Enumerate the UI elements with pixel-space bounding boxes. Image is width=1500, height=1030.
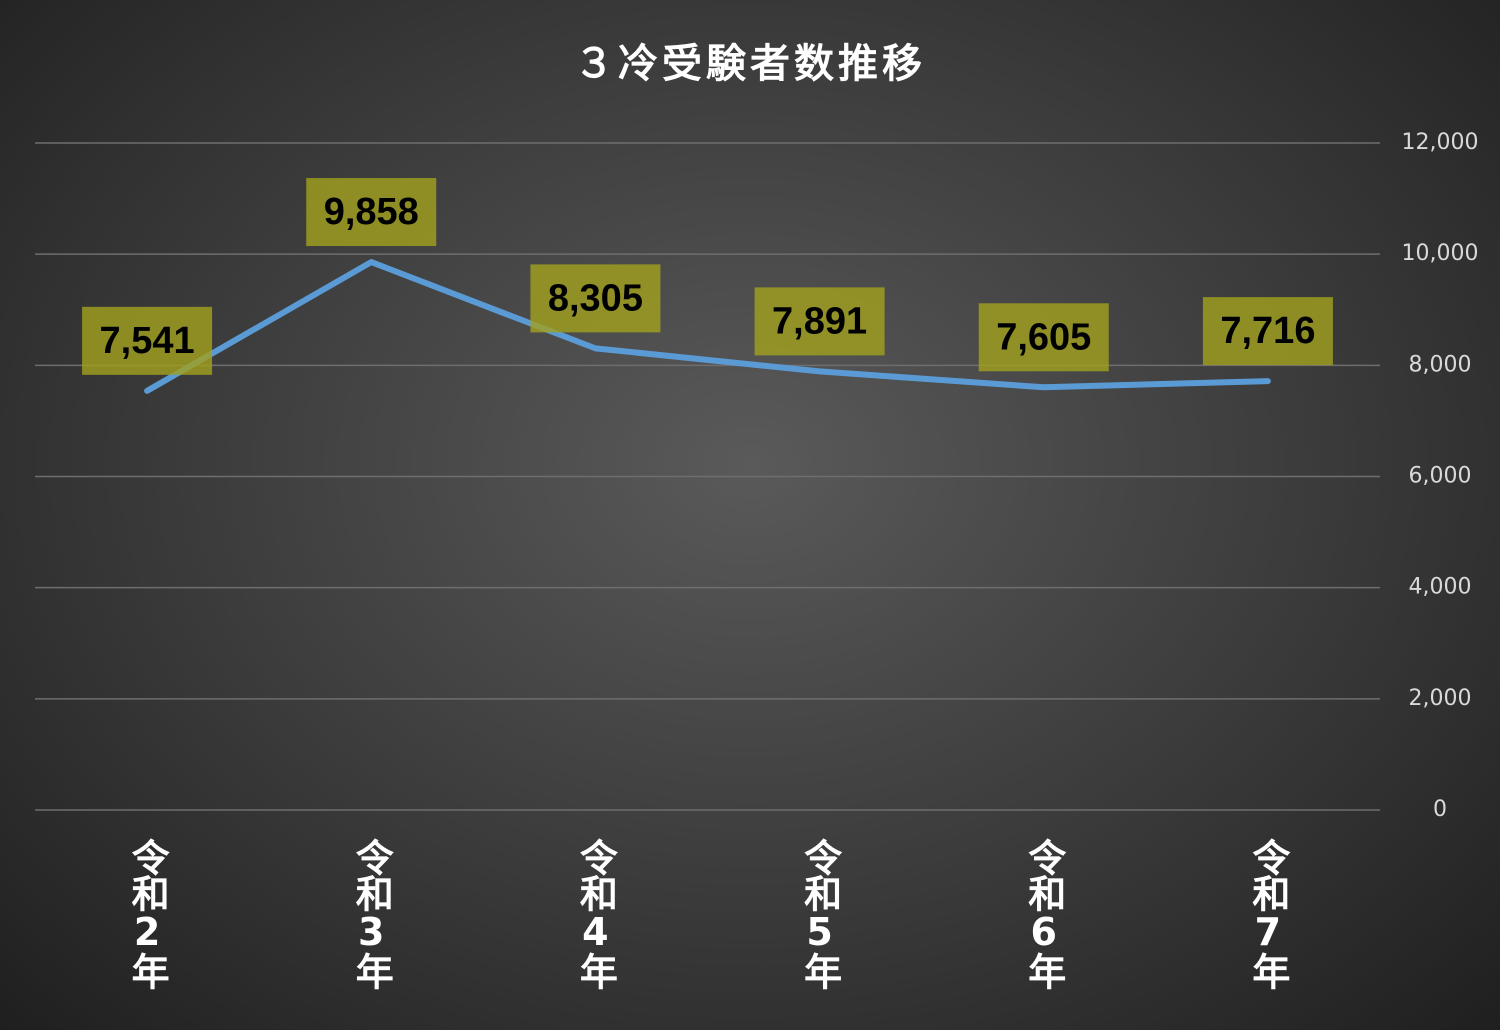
data-label: 7,605 xyxy=(996,316,1091,358)
x-tick-label: 令和7年 xyxy=(1245,838,1290,988)
data-label: 9,858 xyxy=(324,191,419,233)
data-label: 8,305 xyxy=(548,277,643,319)
y-tick-label: 2,000 xyxy=(1409,686,1472,711)
line xyxy=(144,259,1271,394)
data-label-box xyxy=(530,264,661,333)
data-label-box xyxy=(1202,297,1333,366)
data-label: 7,541 xyxy=(100,320,195,362)
data-label-box xyxy=(82,306,213,375)
chart-title: ３冷受験者数推移 xyxy=(574,41,926,87)
y-tick-label: 0 xyxy=(1433,797,1447,822)
y-tick-label: 6,000 xyxy=(1409,464,1472,489)
data-label: 7,716 xyxy=(1220,310,1315,352)
x-tick-label: 令和6年 xyxy=(1021,838,1066,988)
data-label-box xyxy=(306,178,437,247)
y-tick-label: 4,000 xyxy=(1409,575,1472,600)
data-label-box xyxy=(978,303,1109,372)
x-tick-label: 令和4年 xyxy=(573,838,618,988)
data-label-box xyxy=(754,287,885,356)
y-tick-label: 8,000 xyxy=(1409,352,1472,377)
x-tick-label: 令和5年 xyxy=(797,838,842,988)
y-tick-label: 12,000 xyxy=(1402,130,1479,155)
x-tick-label: 令和2年 xyxy=(125,838,170,988)
data-label: 7,891 xyxy=(772,300,867,342)
y-tick-label: 10,000 xyxy=(1402,241,1479,266)
x-tick-label: 令和3年 xyxy=(349,838,394,988)
